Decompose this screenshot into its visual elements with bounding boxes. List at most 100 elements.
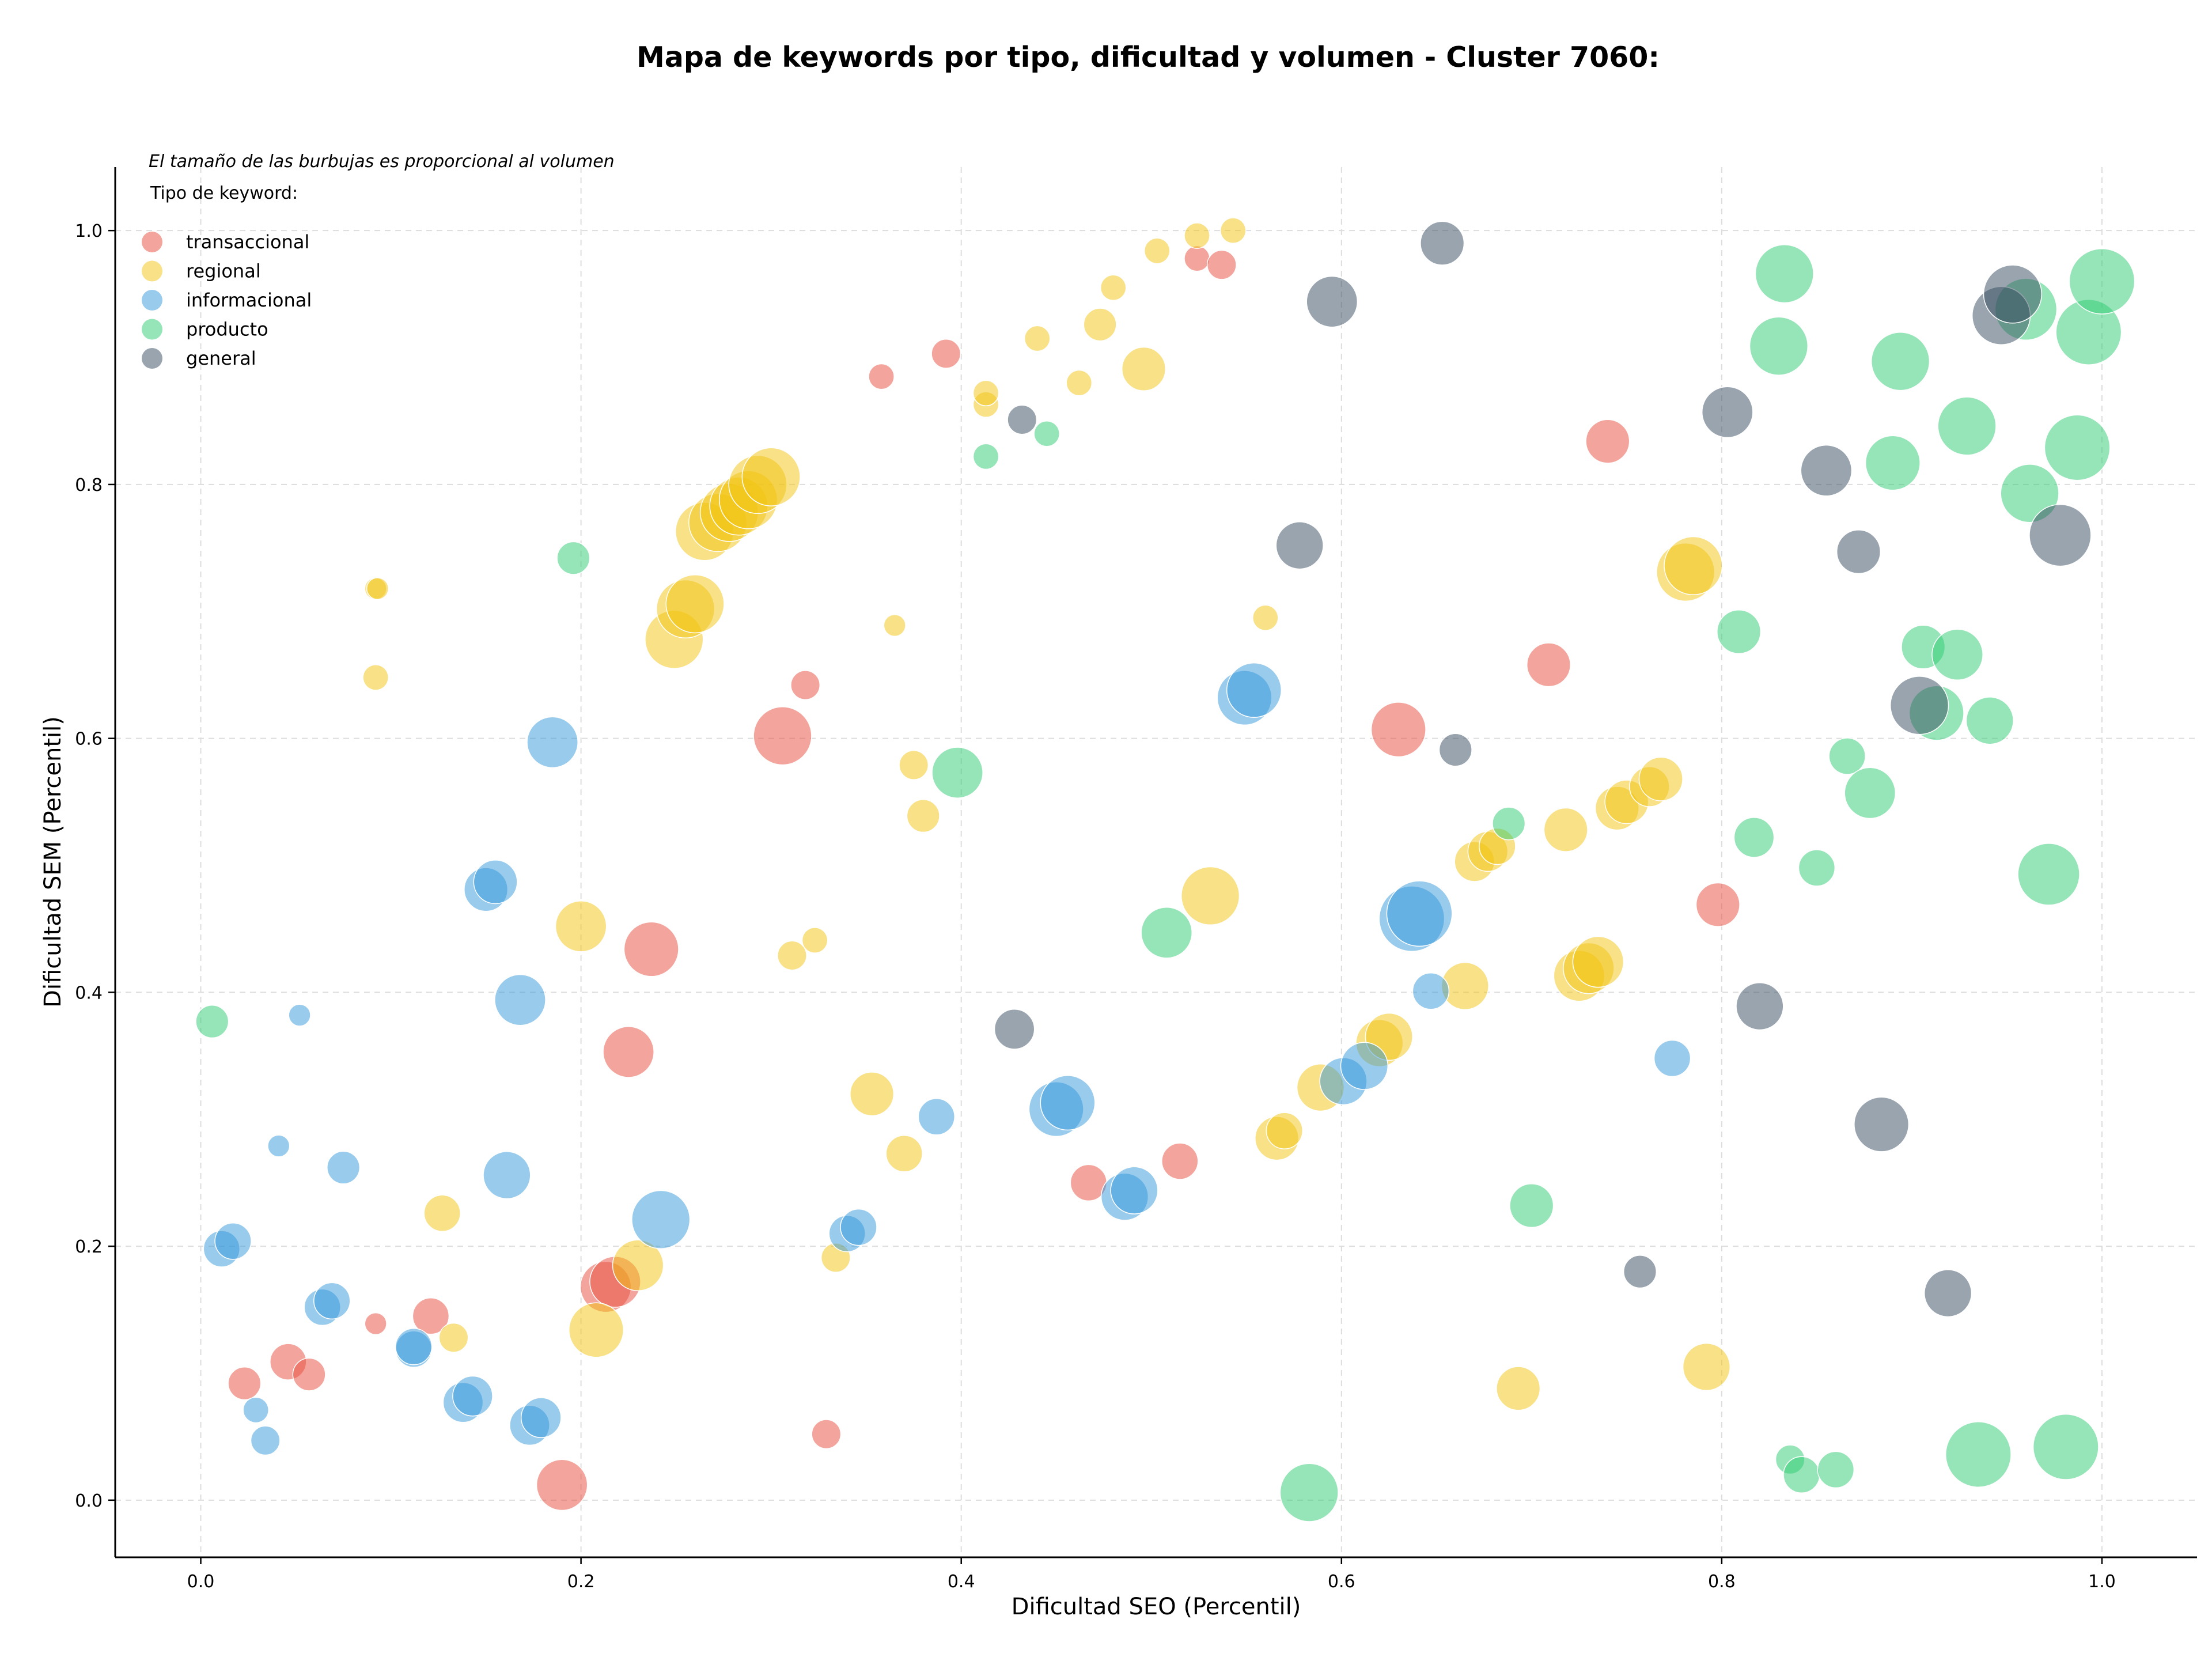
bubble-transaccional (1585, 419, 1630, 464)
legend-label-informacional: informacional (186, 289, 312, 311)
bubble-producto (1844, 767, 1896, 819)
bubble-informacional (313, 1282, 351, 1320)
bubble-transaccional (364, 1312, 387, 1335)
bubble-transaccional (412, 1297, 450, 1335)
bubble-general (1736, 982, 1784, 1031)
legend-label-producto: producto (186, 319, 268, 340)
series-producto (195, 244, 2135, 1522)
bubble-informacional (918, 1098, 956, 1136)
bubble-informacional (1412, 972, 1450, 1010)
series-informacional (203, 662, 1691, 1456)
bubble-regional (555, 900, 607, 952)
bubble-general (1438, 733, 1472, 767)
bubble-producto (1865, 435, 1921, 491)
bubble-regional (1100, 274, 1127, 301)
bubble-general (1420, 221, 1465, 266)
bubble-regional (1066, 369, 1093, 396)
bubble-regional (801, 927, 828, 954)
bubble-regional (1121, 346, 1166, 391)
bubble-transaccional (536, 1459, 588, 1511)
bubble-general (1306, 275, 1358, 328)
legend-marker-producto (142, 319, 162, 340)
bubble-producto (1717, 609, 1762, 654)
bubble-regional (1180, 866, 1240, 926)
legend-label-general: general (186, 347, 256, 369)
bubble-regional (1184, 222, 1210, 249)
legend-label-regional: regional (186, 260, 261, 282)
legend-marker-general (142, 348, 162, 369)
bubble-informacional (1653, 1039, 1691, 1077)
legend-title: Tipo de keyword: (150, 183, 298, 203)
bubble-size-note: El tamaño de las burbujas es proporciona… (149, 152, 615, 172)
bubble-producto (2000, 464, 2059, 523)
bubble-regional (777, 940, 807, 971)
bubble-regional (972, 380, 999, 407)
y-tick-label: 1.0 (75, 221, 103, 241)
bubble-transaccional (1526, 642, 1571, 687)
bubble-regional (423, 1194, 461, 1232)
bubble-regional (885, 1134, 923, 1172)
bubble-general (1007, 404, 1037, 435)
bubble-producto (972, 443, 999, 470)
y-tick-label: 0.6 (75, 729, 103, 750)
bubble-producto (556, 541, 590, 575)
bubble-producto (1492, 807, 1526, 841)
bubble-regional (1682, 1342, 1731, 1391)
bubble-general (1836, 529, 1881, 574)
bubble-informacional (1340, 1042, 1389, 1090)
y-axis-label: Dificultad SEM (Percentil) (40, 716, 66, 1008)
bubble-transaccional (228, 1367, 262, 1401)
bubble-regional (665, 574, 725, 634)
bubble-general (994, 1008, 1035, 1050)
bubble-producto (2017, 843, 2080, 906)
bubble-producto (1733, 817, 1775, 858)
series-general (994, 221, 2092, 1318)
bubbles (195, 217, 2135, 1522)
bubble-regional (438, 1322, 469, 1353)
bubble-informacional (1226, 662, 1282, 718)
bubble-producto (1931, 629, 1983, 681)
bubble-transaccional (868, 363, 895, 390)
bubble-transaccional (931, 338, 961, 369)
bubble-regional (1638, 756, 1683, 801)
x-tick-label: 0.2 (567, 1572, 595, 1592)
bubble-producto (1783, 1456, 1820, 1494)
bubble-general (1854, 1096, 1910, 1152)
bubble-regional (1024, 325, 1051, 352)
bubble-regional (1252, 604, 1279, 631)
bubble-informacional (473, 860, 518, 905)
bubble-producto (2069, 248, 2135, 315)
legend-marker-regional (142, 260, 162, 282)
bubble-regional (1219, 217, 1247, 244)
bubble-regional (612, 1239, 664, 1292)
bubble-producto (195, 1005, 229, 1039)
bubble-transaccional (1370, 702, 1426, 758)
series-regional (362, 217, 1731, 1411)
bubble-general (1275, 521, 1324, 570)
bubble-regional (362, 664, 389, 691)
bubble-informacional (1110, 1166, 1158, 1214)
bubble-general (2029, 504, 2092, 567)
x-tick-label: 0.8 (1708, 1572, 1736, 1592)
x-tick-label: 0.0 (187, 1572, 215, 1592)
bubble-informacional (527, 716, 578, 769)
ticks: 0.0 0.2 0.4 0.6 0.8 1.0 0.0 0.2 0.4 0.6 0.8 1.0 (75, 221, 2116, 1592)
bubble-informacional (1386, 880, 1453, 947)
legend-marker-transaccional (142, 232, 162, 252)
x-axis-label: Dificultad SEO (Percentil) (1012, 1594, 1301, 1620)
bubble-producto (1509, 1183, 1554, 1228)
bubble-regional (568, 1302, 624, 1358)
bubble-producto (1870, 332, 1930, 391)
bubble-informacional (631, 1190, 691, 1249)
bubble-general (1623, 1255, 1657, 1289)
bubble-producto (931, 747, 983, 799)
bubble-transaccional (1695, 882, 1740, 927)
bubble-producto (1945, 1421, 2012, 1488)
bubble-transaccional (1206, 249, 1237, 280)
bubble-informacional (214, 1223, 252, 1260)
bubble-general (1800, 444, 1853, 497)
bubble-producto (2044, 414, 2111, 481)
x-tick-label: 0.6 (1328, 1572, 1355, 1592)
y-tick-label: 0.0 (75, 1491, 103, 1511)
